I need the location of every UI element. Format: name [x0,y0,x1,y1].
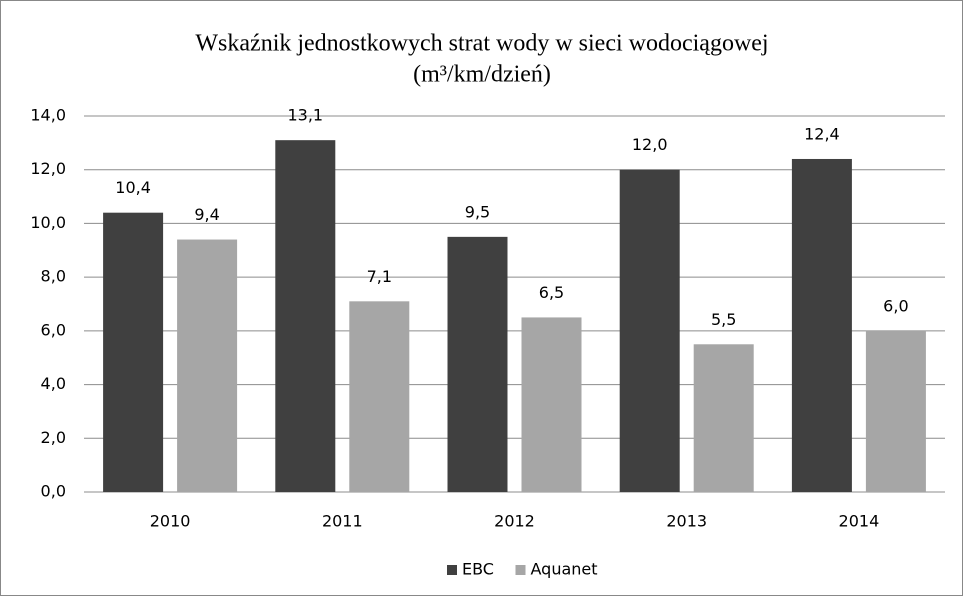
y-tick-label: 14,0 [30,106,66,125]
chart-subtitle: (m³/km/dzień) [413,62,551,88]
legend-label: Aquanet [531,560,598,579]
data-label: 9,4 [194,205,219,224]
bar [103,212,164,492]
bar [693,344,754,492]
data-label: 10,4 [115,178,151,197]
bar [447,236,508,492]
x-tick-label: 2014 [839,512,880,531]
y-tick-label: 2,0 [41,428,66,447]
y-tick-label: 10,0 [30,213,66,232]
legend-swatch [447,565,457,575]
bar [177,239,238,492]
x-tick-label: 2013 [666,512,707,531]
x-tick-label: 2012 [494,512,535,531]
data-label: 6,0 [883,296,908,315]
y-tick-label: 12,0 [30,159,66,178]
y-tick-label: 6,0 [41,320,66,339]
legend-swatch [515,565,526,575]
x-tick-label: 2011 [322,512,363,531]
legend-label: EBC [462,560,494,579]
data-label: 6,5 [539,283,564,302]
data-label: 5,5 [711,310,736,329]
bar [275,140,336,492]
data-label: 12,4 [804,124,840,143]
bar [349,301,410,492]
x-tick-label: 2010 [150,512,191,531]
bar [865,330,926,492]
y-tick-label: 4,0 [41,374,66,393]
bar [791,158,852,492]
chart-title: Wskaźnik jednostkowych strat wody w siec… [195,31,768,57]
data-label: 13,1 [287,106,323,125]
bar [521,317,582,492]
y-tick-label: 8,0 [41,267,66,286]
data-label: 7,1 [367,267,392,286]
bar [619,169,680,492]
y-tick-label: 0,0 [41,482,66,501]
data-label: 12,0 [632,135,668,154]
data-label: 9,5 [465,202,490,221]
